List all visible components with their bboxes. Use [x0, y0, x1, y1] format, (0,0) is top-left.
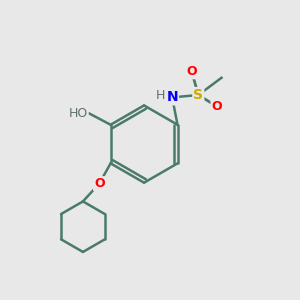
- Text: O: O: [212, 100, 222, 113]
- Text: O: O: [187, 65, 197, 78]
- Text: O: O: [94, 177, 105, 190]
- Text: H: H: [156, 89, 165, 102]
- Text: S: S: [193, 88, 203, 102]
- Text: N: N: [167, 90, 178, 104]
- Text: HO: HO: [68, 107, 88, 120]
